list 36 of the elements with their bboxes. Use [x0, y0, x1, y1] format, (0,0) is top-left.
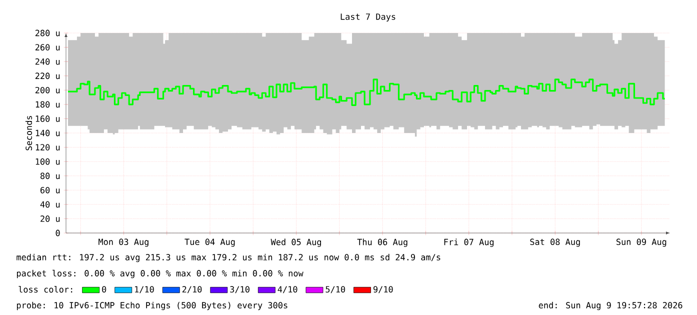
text: median rtt: 197.2 us avg 215.3 us max 179.2 us min 187.2 us now 0.0 ms sd 24.9 am/s: [16, 254, 440, 262]
y-tick-label: 140 u: [36, 130, 60, 136]
legend-label: 0: [102, 286, 106, 293]
x-tick-label: Sat 08 Aug: [530, 238, 580, 247]
x-tick-label: Mon 03 Aug: [98, 238, 148, 247]
y-tick-label: 100 u: [36, 158, 60, 165]
chart-title: Last 7 Days: [340, 14, 396, 22]
y-tick-label: 200 u: [35, 86, 60, 94]
y-tick-label: 240 u: [35, 58, 60, 65]
legend-label: 9/10: [373, 286, 393, 294]
legend-label: 1/10: [135, 286, 154, 294]
text: end: Sun Aug 9 19:57:28 2026: [538, 302, 682, 310]
text: packet loss: 0.00 % avg 0.00 % max 0.00 % min 0.00 % now: [16, 270, 304, 278]
y-tick-label: 280 u: [35, 30, 60, 36]
text: probe: 10 IPv6-ICMP Echo Pings (500 Bytes) every 300s: [16, 302, 288, 310]
legend-label: 5/10: [326, 286, 346, 294]
legend-title: loss color:: [18, 286, 72, 293]
y-tick-label: 40 u: [40, 201, 60, 208]
y-tick-label: 220 u: [35, 72, 60, 80]
y-tick-label: 80 u: [40, 172, 60, 180]
legend-label: 3/10: [230, 286, 250, 294]
x-tick-label: Tue 04 Aug: [184, 238, 235, 247]
x-tick-label: Sun 09 Aug: [616, 238, 666, 247]
x-tick-label: Thu 06 Aug: [357, 238, 408, 247]
y-tick-label: 180 u: [36, 101, 60, 108]
x-tick-label: Fri 07 Aug: [444, 238, 494, 247]
legend-label: 2/10: [182, 286, 202, 294]
legend-label: 4/10: [278, 286, 298, 294]
y-tick-label: 120 u: [36, 144, 60, 150]
y-axis-title: Seconds: [25, 116, 32, 150]
y-tick-label: 160 u: [36, 116, 60, 122]
y-tick-label: 0: [56, 230, 60, 236]
x-tick-label: Wed 05 Aug: [270, 238, 321, 247]
y-tick-label: 60 u: [40, 186, 60, 194]
y-tick-label: 20 u: [40, 216, 60, 222]
y-tick-label: 260 u: [35, 44, 60, 50]
